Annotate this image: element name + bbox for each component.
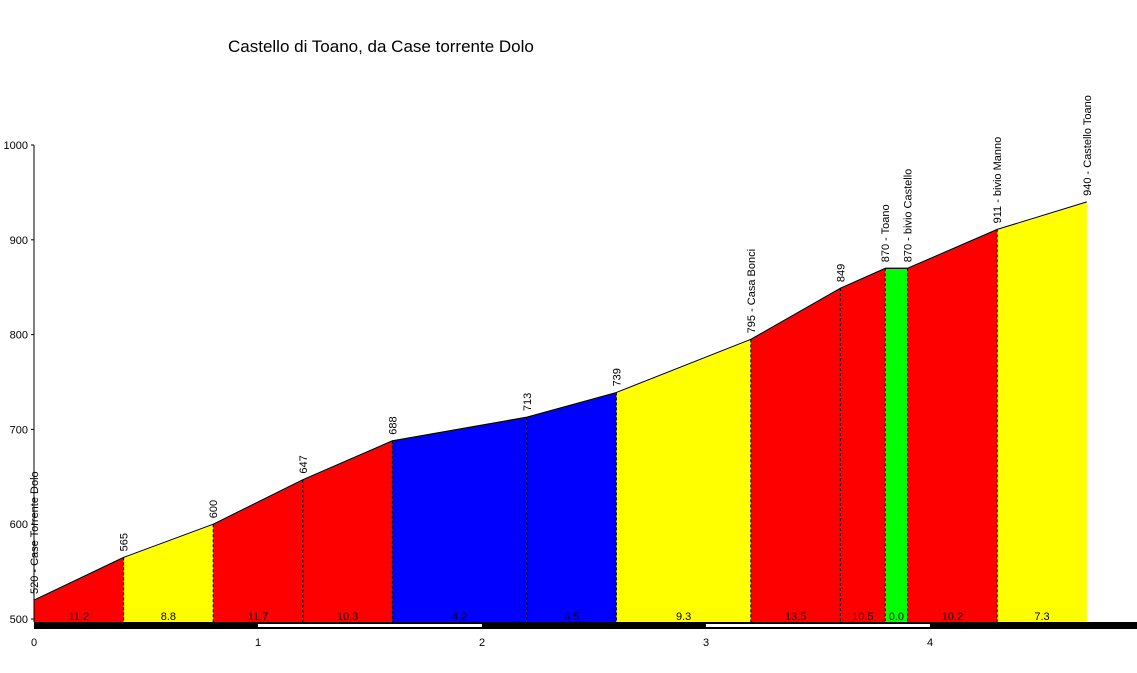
point-label: 600	[208, 500, 220, 518]
gradient-label: 6.5	[564, 611, 579, 623]
y-tick-label: 1000	[4, 140, 28, 152]
gradient-label: 10.5	[852, 611, 873, 623]
point-label: 647	[298, 455, 310, 473]
gradient-label: 0.0	[889, 611, 904, 623]
segment-fill	[526, 392, 617, 622]
segment-fill	[885, 268, 908, 622]
gradient-label: 4.2	[452, 611, 467, 623]
segment-fill	[123, 524, 214, 622]
gradient-label: 10.3	[337, 611, 358, 623]
segment-fill	[392, 417, 527, 622]
chart-title: Castello di Toano, da Case torrente Dolo	[228, 37, 534, 56]
segment-fill	[997, 201, 1087, 622]
y-tick-label: 900	[10, 235, 28, 247]
gradient-label: 7.3	[1034, 611, 1049, 623]
gradient-label: 11.2	[69, 611, 90, 623]
segment-fill	[907, 229, 998, 622]
gradient-label: 13.5	[785, 611, 806, 623]
point-label: 713	[522, 393, 534, 411]
point-label: 911 - bivio Manno	[992, 137, 1004, 224]
y-tick-label: 800	[10, 330, 28, 342]
y-tick-label: 500	[10, 614, 28, 626]
segment-fill	[34, 557, 124, 622]
point-label: 688	[387, 416, 399, 434]
y-tick-label: 600	[10, 519, 28, 531]
point-label: 940 - Castello Toano	[1082, 95, 1094, 196]
gradient-label: 8.8	[161, 611, 176, 623]
point-label: 795 - Casa Bonci	[746, 249, 758, 333]
gradient-label: 9.3	[676, 611, 691, 623]
x-tick-label: 4	[927, 637, 933, 649]
segment-fill	[616, 339, 751, 622]
point-label: 870 - bivio Castello	[903, 169, 915, 263]
x-axis-km-stripe	[706, 624, 930, 627]
x-axis-km-stripe	[258, 624, 482, 627]
gradient-label: 10.2	[942, 611, 963, 623]
x-tick-label: 1	[255, 637, 261, 649]
point-label: 739	[611, 368, 623, 386]
x-tick-label: 2	[479, 637, 485, 649]
point-label: 849	[835, 264, 847, 282]
segment-fill	[213, 479, 303, 622]
point-label: 565	[119, 533, 131, 551]
point-label: 520 - Case Torrente Dolo	[29, 471, 41, 594]
point-label: 870 - Toano	[880, 204, 892, 262]
segment-fill	[302, 440, 393, 622]
gradient-label: 11.7	[248, 611, 269, 623]
x-tick-label: 0	[31, 637, 37, 649]
x-tick-label: 3	[703, 637, 709, 649]
segment-fill	[840, 268, 886, 622]
x-axis-bar	[34, 622, 1137, 629]
segment-fill	[750, 288, 841, 622]
y-tick-label: 700	[10, 424, 28, 436]
